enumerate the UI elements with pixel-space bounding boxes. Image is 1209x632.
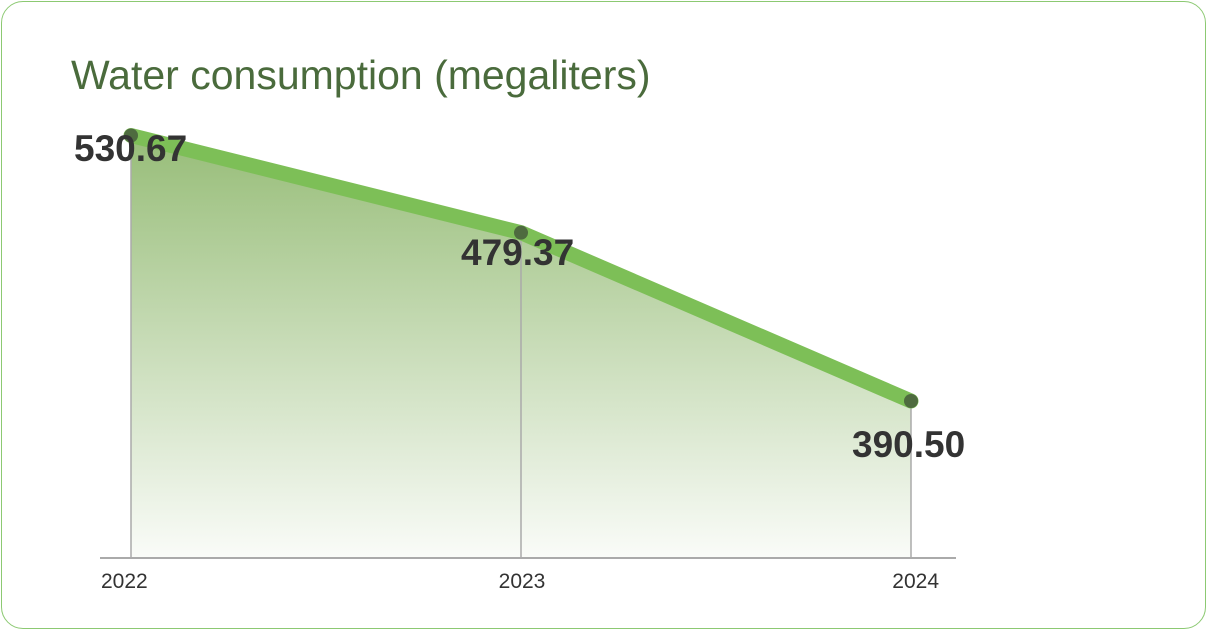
data-point-2023 [514,225,528,240]
chart-title: Water consumption (megaliters) [71,52,651,98]
data-point-2022 [124,128,138,143]
data-label-2022: 530.67 [74,128,187,169]
data-point-2024 [904,393,918,408]
data-label-2023: 479.37 [461,232,574,273]
x-tick-label-2024: 2024 [892,570,939,593]
x-tick-label-2023: 2023 [499,570,546,593]
data-label-2024: 390.50 [852,424,965,465]
x-tick-label-2022: 2022 [101,570,148,593]
